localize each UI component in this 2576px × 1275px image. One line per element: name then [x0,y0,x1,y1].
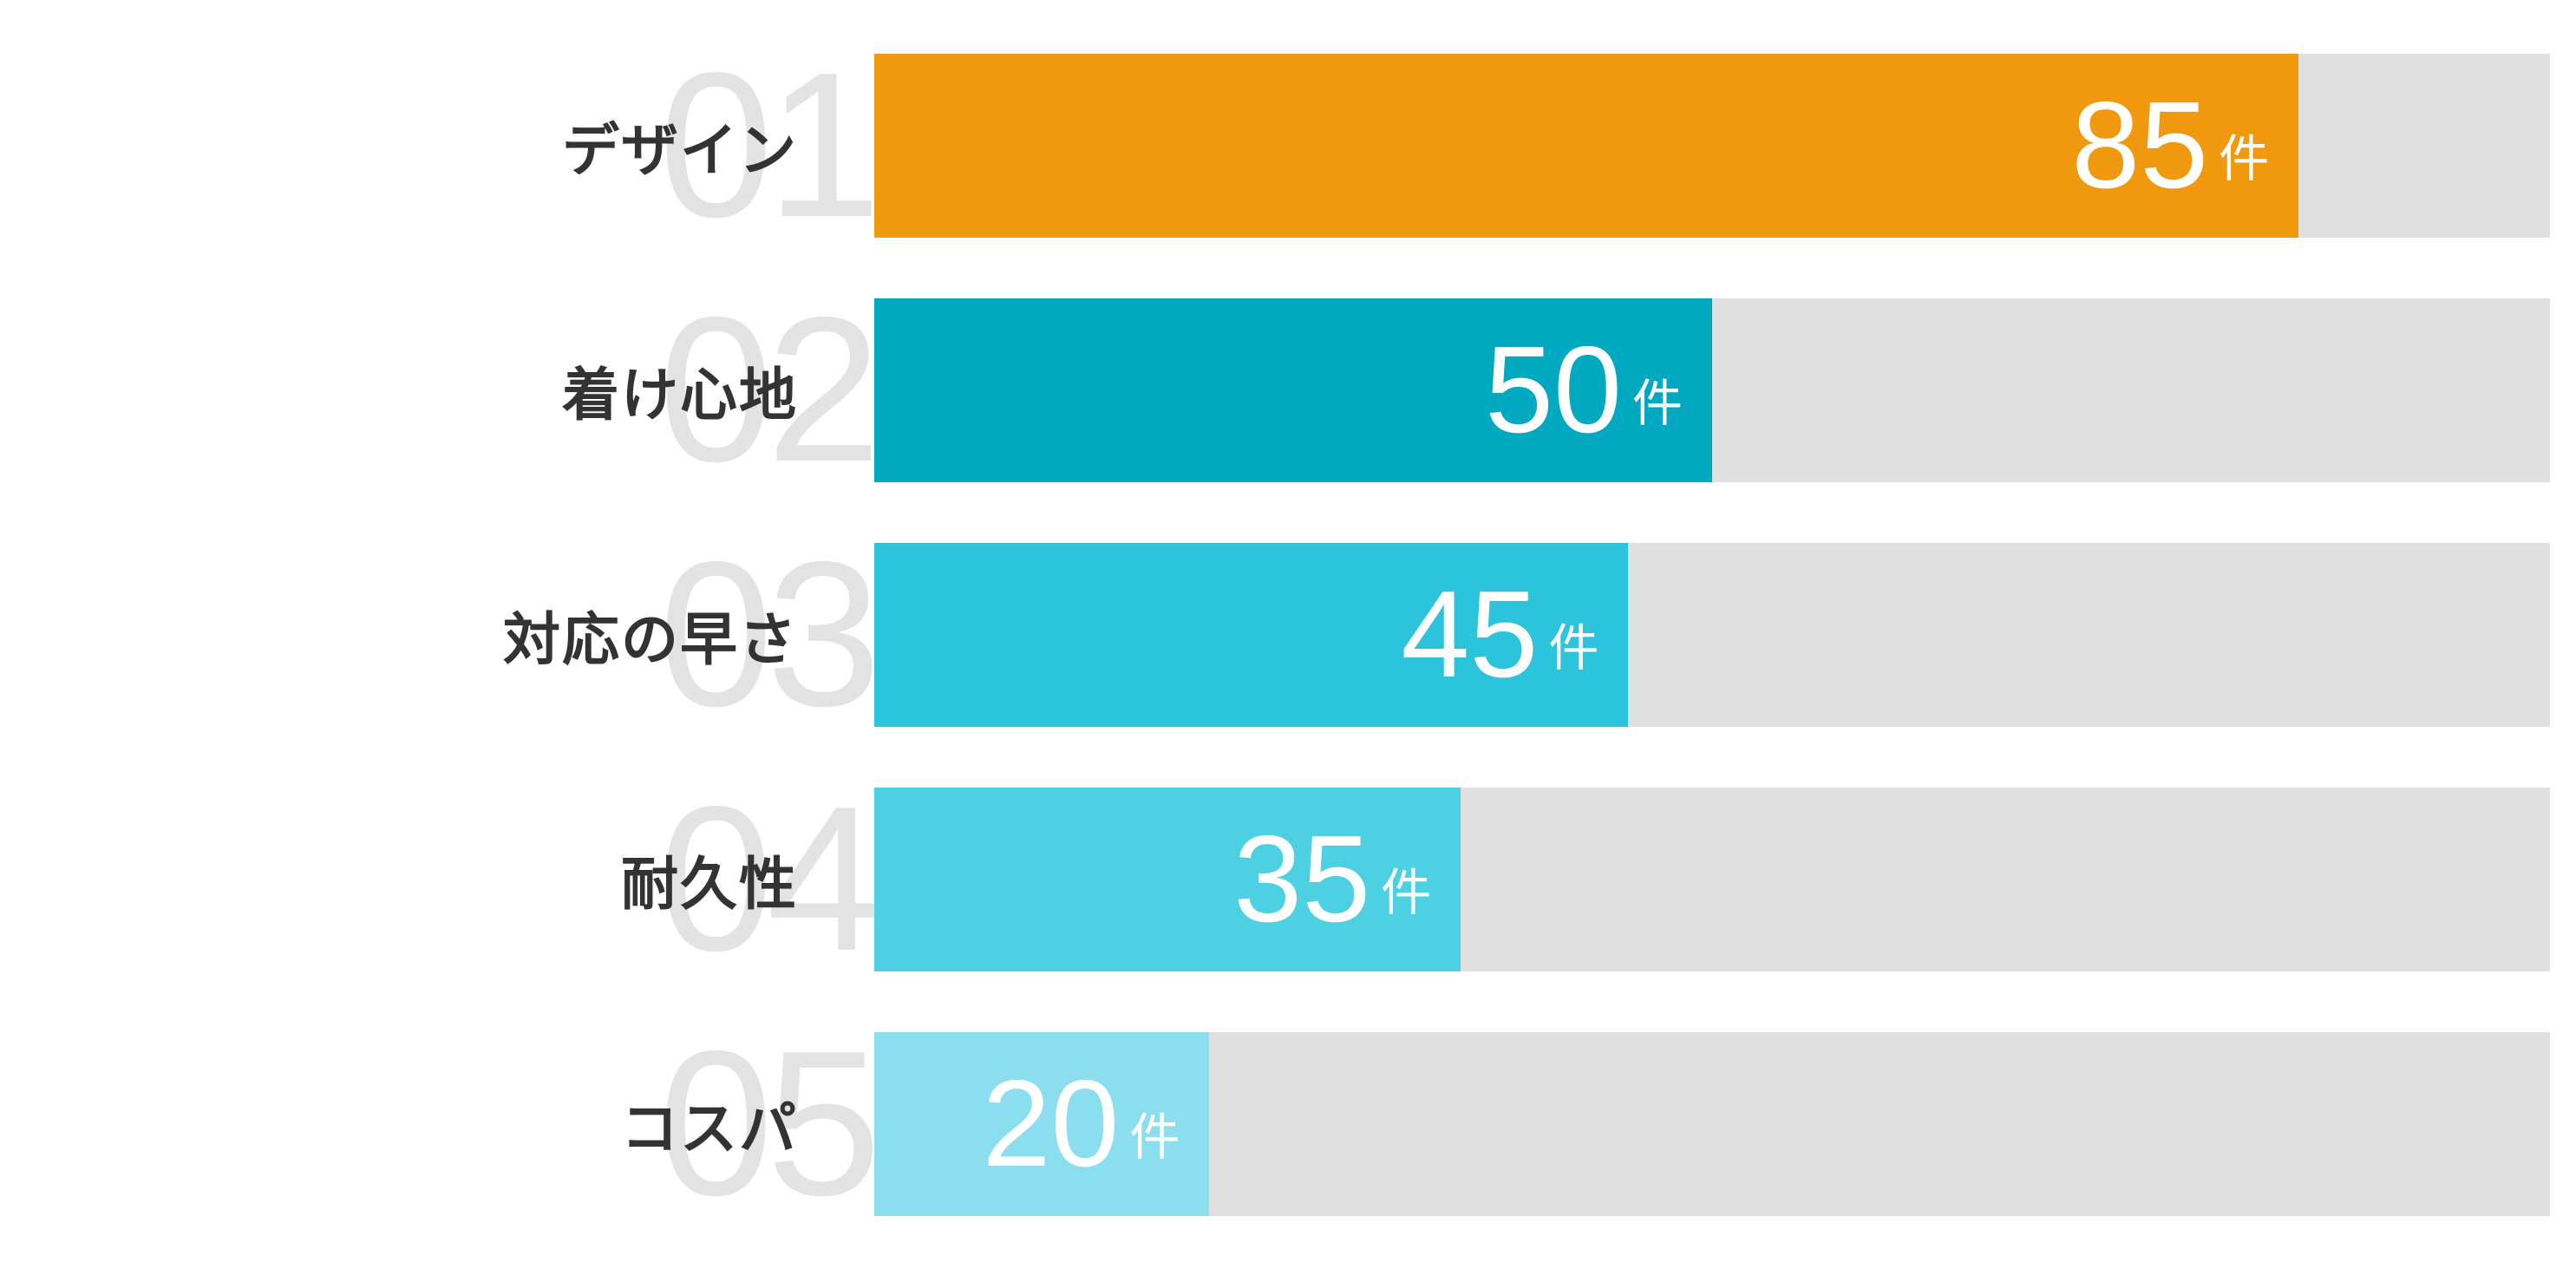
label-area: 05 コスパ [0,1021,881,1227]
unit-label: 件 [1548,620,1599,677]
category-label: 着け心地 [562,363,798,427]
value-label: 85 [2071,76,2209,214]
bar-track: 85 件 [874,54,2550,238]
label-area: 03 対応の早さ [0,532,881,738]
value-label: 35 [1233,810,1371,948]
bar-fill: 20 件 [874,1032,1210,1216]
category-label: コスパ [621,1096,798,1161]
bar-row-comfort: 02 着け心地 50 件 [0,287,2576,494]
label-area: 02 着け心地 [0,287,881,494]
bar-row-design: 01 デザイン 85 件 [0,42,2576,249]
review-ranking-bar-chart: 01 デザイン 85 件 02 着け心地 50 件 03 対応の早さ [0,42,2576,1227]
category-label: デザイン [562,118,798,182]
rank-number: 02 [658,275,881,505]
bar-fill: 45 件 [874,543,1629,727]
rank-number: 01 [658,30,881,260]
unit-label: 件 [1631,376,1683,432]
rank-number: 03 [658,520,881,749]
bar-row-response-speed: 03 対応の早さ 45 件 [0,532,2576,738]
category-label: 対応の早さ [503,607,798,671]
bar-track: 20 件 [874,1032,2550,1216]
value-label: 45 [1401,566,1539,703]
category-label: 耐久性 [621,852,798,916]
bar-row-durability: 04 耐久性 35 件 [0,776,2576,983]
label-area: 01 デザイン [0,42,881,249]
unit-label: 件 [2219,131,2270,187]
unit-label: 件 [1381,865,1432,921]
unit-label: 件 [1129,1109,1180,1166]
value-label: 20 [982,1055,1120,1193]
bar-fill: 85 件 [874,54,2299,238]
bar-fill: 50 件 [874,298,1712,482]
bar-track: 45 件 [874,543,2550,727]
rank-number: 05 [658,1009,881,1239]
bar-track: 35 件 [874,788,2550,971]
bar-fill: 35 件 [874,788,1461,971]
label-area: 04 耐久性 [0,776,881,983]
bar-track: 50 件 [874,298,2550,482]
bar-row-cost-performance: 05 コスパ 20 件 [0,1021,2576,1227]
rank-number: 04 [658,764,881,994]
value-label: 50 [1485,321,1622,459]
